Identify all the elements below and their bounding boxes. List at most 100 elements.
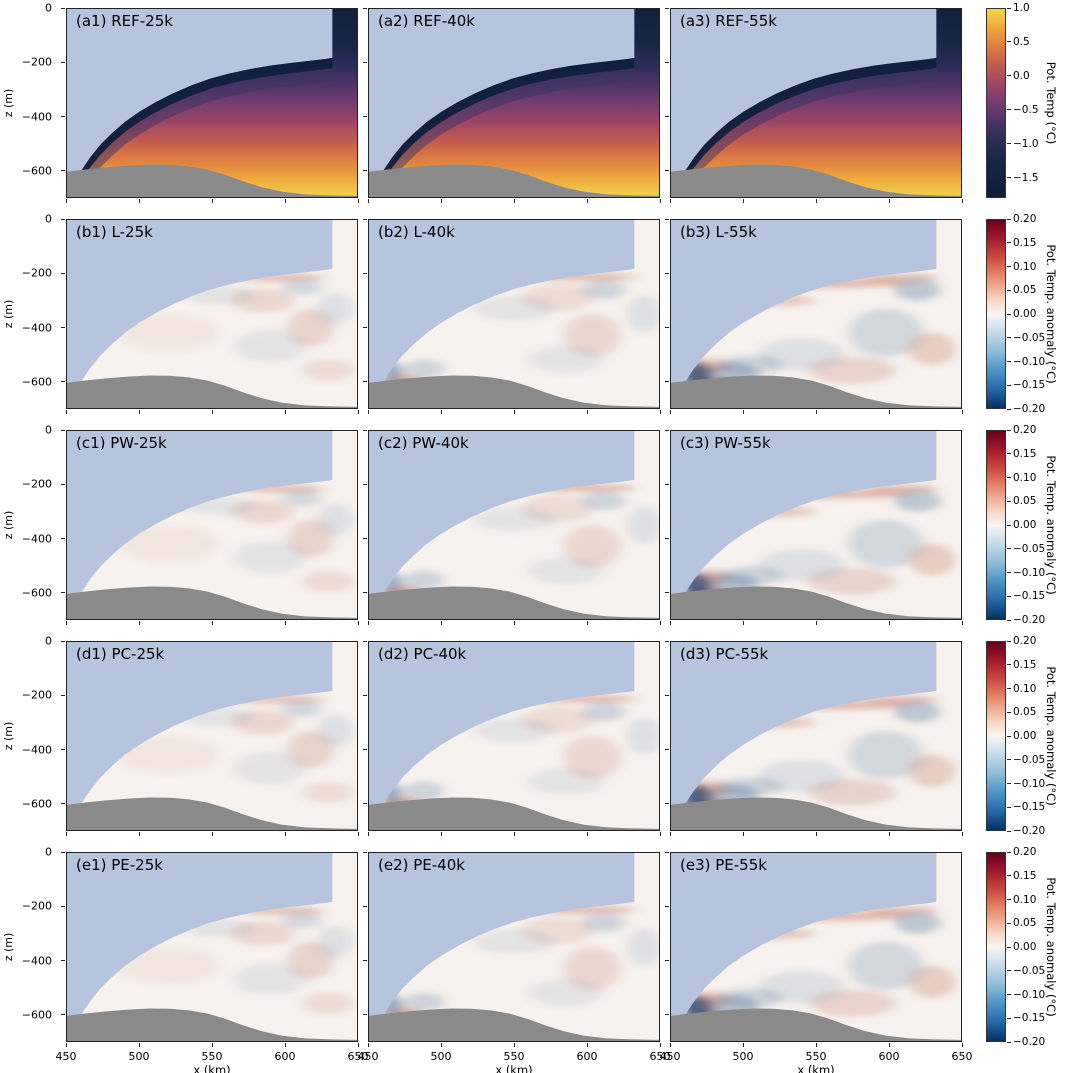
y-tick-mark xyxy=(363,538,367,540)
y-tick-mark xyxy=(665,61,669,63)
colorbar-tick-label: −0.15 xyxy=(1013,379,1046,392)
panel-e3: (e3) PE-55k xyxy=(665,851,963,1047)
colorbar-axis-label: Pot. Temp. anomaly (°C) xyxy=(1044,666,1058,806)
x-axis-label: x (km) xyxy=(495,1063,533,1073)
colorbar-tick-mark xyxy=(1007,970,1011,972)
bedrock-region xyxy=(369,1008,659,1041)
panel-plot-b1 xyxy=(66,219,358,409)
y-tick-mark xyxy=(61,803,65,805)
y-tick-mark xyxy=(363,905,367,907)
x-tick-mark xyxy=(816,410,817,414)
colorbar-tick-label: −0.20 xyxy=(1013,403,1046,415)
panel-b3: (b3) L-55k xyxy=(665,218,963,414)
y-tick-mark xyxy=(363,61,367,63)
panel-plot-a3 xyxy=(670,8,962,198)
x-tick-label: 650 xyxy=(649,1050,671,1063)
bedrock-region xyxy=(671,1008,961,1041)
colorbar-tick-label: 0.20 xyxy=(1013,424,1037,436)
y-tick-mark xyxy=(665,381,669,383)
colorbar-axis-label: Pot. Temp (°C) xyxy=(1044,61,1058,145)
y-tick-mark xyxy=(665,905,669,907)
x-tick-mark xyxy=(670,832,671,836)
x-tick-mark xyxy=(889,1043,890,1047)
x-tick-label: 600 xyxy=(878,1050,900,1063)
x-axis-col3: 450 500 550 600 650 x (km) xyxy=(660,1044,973,1073)
colorbar-tick-label: 0.00 xyxy=(1013,519,1037,531)
colorbar-tick-label: 0.10 xyxy=(1013,682,1037,695)
panel-plot-d1 xyxy=(66,641,358,831)
colorbar-tick-mark xyxy=(1007,806,1011,808)
x-tick-mark xyxy=(670,199,671,203)
x-tick-mark xyxy=(660,832,661,836)
colorbar-tick-label: 0.15 xyxy=(1013,236,1037,249)
colorbar-tick-label: 0.20 xyxy=(1013,846,1037,858)
y-tick-label: −400 xyxy=(21,532,52,546)
bedrock-region xyxy=(369,797,659,830)
x-tick-mark xyxy=(441,621,442,625)
x-axis-col1: 450 500 550 600 650 x (km) xyxy=(56,1044,369,1073)
y-tick-mark xyxy=(665,483,669,485)
colorbar-tick-mark xyxy=(1007,619,1011,621)
x-axis-spacer-right xyxy=(972,1044,1067,1073)
y-tick-label: −600 xyxy=(21,797,52,811)
y-tick-mark xyxy=(61,694,65,696)
figure-row-b: z (m) 0 −200 −400 −600 (b1) L-25k (b2) L-40k (b… xyxy=(0,213,1067,416)
colorbar-gradient xyxy=(986,641,1006,831)
colorbar-tick-mark xyxy=(1007,289,1011,291)
water-region xyxy=(67,431,357,619)
x-axis-label: x (km) xyxy=(797,1063,835,1073)
x-tick-mark xyxy=(660,410,661,414)
colorbar-axis-label: Pot. Temp. anomaly (°C) xyxy=(1044,244,1058,384)
colorbar-tick-label: 0.10 xyxy=(1013,471,1037,484)
y-tick-label: 0 xyxy=(45,634,52,648)
y-tick-mark xyxy=(363,803,367,805)
colorbar-tick-mark xyxy=(1007,688,1011,689)
panel-label-c3: (c3) PW-55k xyxy=(680,434,771,452)
x-tick-mark xyxy=(368,410,369,414)
y-tick-mark xyxy=(665,1014,669,1016)
x-tick-label: 450 xyxy=(55,1050,77,1063)
colorbar-tick-mark xyxy=(1007,572,1011,573)
x-tick-mark xyxy=(441,832,442,836)
colorbar-tick-label: −0.20 xyxy=(1013,825,1046,837)
x-tick-mark xyxy=(743,410,744,414)
x-tick-mark xyxy=(816,832,817,836)
colorbar-tick-mark xyxy=(1007,337,1011,339)
y-tick-label: −400 xyxy=(21,954,52,968)
bedrock-region xyxy=(671,164,961,197)
y-tick-mark xyxy=(665,116,669,118)
y-tick-mark xyxy=(61,483,65,485)
x-tick-mark xyxy=(743,199,744,203)
x-tick-mark xyxy=(962,410,963,414)
panel-a3: (a3) REF-55k xyxy=(665,7,963,203)
x-tick-mark xyxy=(212,621,213,625)
colorbar-tick-mark xyxy=(1007,851,1011,853)
y-axis-row-d: z (m) 0 −200 −400 −600 xyxy=(0,635,56,831)
x-tick-mark xyxy=(368,1043,369,1047)
colorbar-tick-mark xyxy=(1007,830,1011,832)
x-tick-mark xyxy=(139,199,140,203)
colorbar-tick-label: −0.20 xyxy=(1013,1036,1046,1048)
y-tick-mark xyxy=(665,960,669,962)
y-tick-label: 0 xyxy=(45,212,52,226)
x-tick-mark xyxy=(587,1043,588,1047)
bedrock-region xyxy=(369,164,659,197)
x-tick-mark xyxy=(66,1043,67,1047)
colorbar-tick-mark xyxy=(1007,500,1011,502)
panel-label-b1: (b1) L-25k xyxy=(76,223,153,241)
y-axis-row-c: z (m) 0 −200 −400 −600 xyxy=(0,424,56,620)
x-tick-mark xyxy=(743,621,744,625)
y-tick-mark xyxy=(363,170,367,172)
bedrock-region xyxy=(67,797,357,830)
colorbar-tick-mark xyxy=(1007,361,1011,362)
colorbar-row-d: 0.20 0.15 0.10 0.05 0.00 −0.05 −0.10 −0.15 −0.20… xyxy=(972,635,1067,837)
panel-label-e1: (e1) PE-25k xyxy=(76,856,163,874)
colorbar-tick-label: −0.05 xyxy=(1013,753,1046,766)
x-tick-label: 450 xyxy=(659,1050,681,1063)
bedrock-region xyxy=(671,375,961,408)
x-tick-label: 500 xyxy=(430,1050,452,1063)
colorbar-tick-mark xyxy=(1007,711,1011,713)
panel-plot-c1 xyxy=(66,430,358,620)
colorbar-tick-mark xyxy=(1007,640,1011,642)
